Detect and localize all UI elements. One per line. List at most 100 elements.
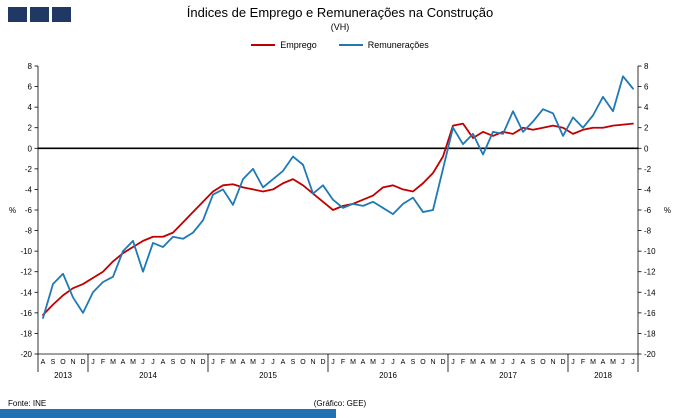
svg-text:F: F: [341, 359, 345, 366]
svg-text:J: J: [451, 359, 455, 366]
legend-item-remuneracoes: Remunerações: [338, 40, 429, 50]
credit-note: (Gráfico: GEE): [313, 399, 367, 408]
svg-text:J: J: [391, 359, 395, 366]
svg-text:O: O: [300, 359, 306, 366]
svg-text:-20: -20: [644, 350, 656, 359]
svg-text:A: A: [401, 359, 406, 366]
svg-text:S: S: [51, 359, 56, 366]
svg-text:A: A: [521, 359, 526, 366]
svg-text:A: A: [601, 359, 606, 366]
svg-text:O: O: [420, 359, 426, 366]
svg-text:4: 4: [28, 103, 33, 112]
svg-text:2: 2: [644, 124, 649, 133]
svg-text:-8: -8: [644, 227, 652, 236]
svg-text:J: J: [151, 359, 155, 366]
svg-text:-14: -14: [644, 288, 656, 297]
svg-text:0: 0: [28, 144, 33, 153]
svg-text:D: D: [320, 359, 325, 366]
legend-item-emprego: Emprego: [251, 40, 317, 50]
svg-text:%: %: [664, 206, 671, 215]
svg-text:-18: -18: [644, 329, 656, 338]
svg-text:A: A: [361, 359, 366, 366]
logo-square-2: [30, 7, 49, 22]
svg-text:-12: -12: [644, 268, 656, 277]
svg-text:N: N: [70, 359, 75, 366]
svg-text:6: 6: [644, 83, 649, 92]
svg-text:N: N: [190, 359, 195, 366]
svg-text:2015: 2015: [259, 371, 277, 380]
svg-text:J: J: [91, 359, 95, 366]
svg-text:N: N: [430, 359, 435, 366]
svg-text:4: 4: [644, 103, 649, 112]
svg-text:A: A: [121, 359, 126, 366]
svg-text:-4: -4: [25, 185, 33, 194]
svg-text:D: D: [80, 359, 85, 366]
series-line-emprego: [42, 122, 634, 316]
svg-text:M: M: [490, 359, 496, 366]
svg-text:6: 6: [28, 83, 33, 92]
svg-text:J: J: [511, 359, 515, 366]
svg-text:-16: -16: [20, 309, 32, 318]
svg-text:O: O: [180, 359, 186, 366]
svg-text:-10: -10: [20, 247, 32, 256]
svg-text:M: M: [610, 359, 616, 366]
svg-text:S: S: [171, 359, 176, 366]
svg-text:2016: 2016: [379, 371, 397, 380]
svg-text:A: A: [241, 359, 246, 366]
svg-text:D: D: [200, 359, 205, 366]
page-subtitle: (VH): [330, 22, 350, 32]
svg-text:M: M: [590, 359, 596, 366]
svg-text:F: F: [581, 359, 585, 366]
svg-text:-2: -2: [644, 165, 652, 174]
svg-text:J: J: [211, 359, 215, 366]
svg-text:M: M: [350, 359, 356, 366]
svg-text:-12: -12: [20, 268, 32, 277]
bottom-accent-bar: [0, 409, 336, 418]
svg-text:-14: -14: [20, 288, 32, 297]
svg-text:-4: -4: [644, 185, 652, 194]
svg-text:N: N: [310, 359, 315, 366]
svg-text:M: M: [250, 359, 256, 366]
svg-text:M: M: [370, 359, 376, 366]
svg-text:F: F: [101, 359, 105, 366]
chart-legend: Emprego Remunerações: [0, 40, 680, 50]
svg-text:%: %: [9, 206, 16, 215]
svg-text:-16: -16: [644, 309, 656, 318]
line-chart: 8 8 6 6 4 4 2 2 0 0 -2 -2 -4 -4 -6 -6 -8 -8 -10 -10 -12 -12 -1…: [0, 52, 680, 387]
svg-text:J: J: [571, 359, 575, 366]
svg-text:-18: -18: [20, 329, 32, 338]
svg-text:M: M: [470, 359, 476, 366]
svg-text:J: J: [271, 359, 275, 366]
svg-text:-8: -8: [25, 227, 33, 236]
svg-text:J: J: [631, 359, 635, 366]
svg-text:S: S: [531, 359, 536, 366]
svg-text:J: J: [331, 359, 335, 366]
svg-text:F: F: [221, 359, 225, 366]
emprego-line-swatch: [251, 44, 276, 46]
svg-text:-20: -20: [20, 350, 32, 359]
svg-text:M: M: [130, 359, 136, 366]
svg-text:8: 8: [644, 62, 649, 71]
svg-text:2: 2: [28, 124, 33, 133]
svg-text:-2: -2: [25, 165, 33, 174]
chart-svg: 8 8 6 6 4 4 2 2 0 0 -2 -2 -4 -4 -6 -6 -8 -8 -10 -10 -12 -12 -1…: [9, 62, 671, 380]
svg-text:A: A: [41, 359, 46, 366]
svg-text:F: F: [461, 359, 465, 366]
svg-text:2013: 2013: [54, 371, 72, 380]
svg-text:A: A: [281, 359, 286, 366]
svg-text:A: A: [161, 359, 166, 366]
svg-text:0: 0: [644, 144, 649, 153]
svg-text:J: J: [141, 359, 145, 366]
svg-text:8: 8: [28, 62, 33, 71]
page-title: Índices de Emprego e Remunerações na Con…: [186, 5, 494, 20]
remuneracoes-line-swatch: [338, 44, 363, 46]
svg-text:A: A: [481, 359, 486, 366]
svg-text:2017: 2017: [499, 371, 517, 380]
svg-text:J: J: [381, 359, 385, 366]
svg-text:S: S: [411, 359, 416, 366]
svg-text:S: S: [291, 359, 296, 366]
logo-square-3: [52, 7, 71, 22]
series-line-remunerações: [42, 75, 634, 319]
logo-square-1: [8, 7, 27, 22]
svg-text:O: O: [540, 359, 546, 366]
